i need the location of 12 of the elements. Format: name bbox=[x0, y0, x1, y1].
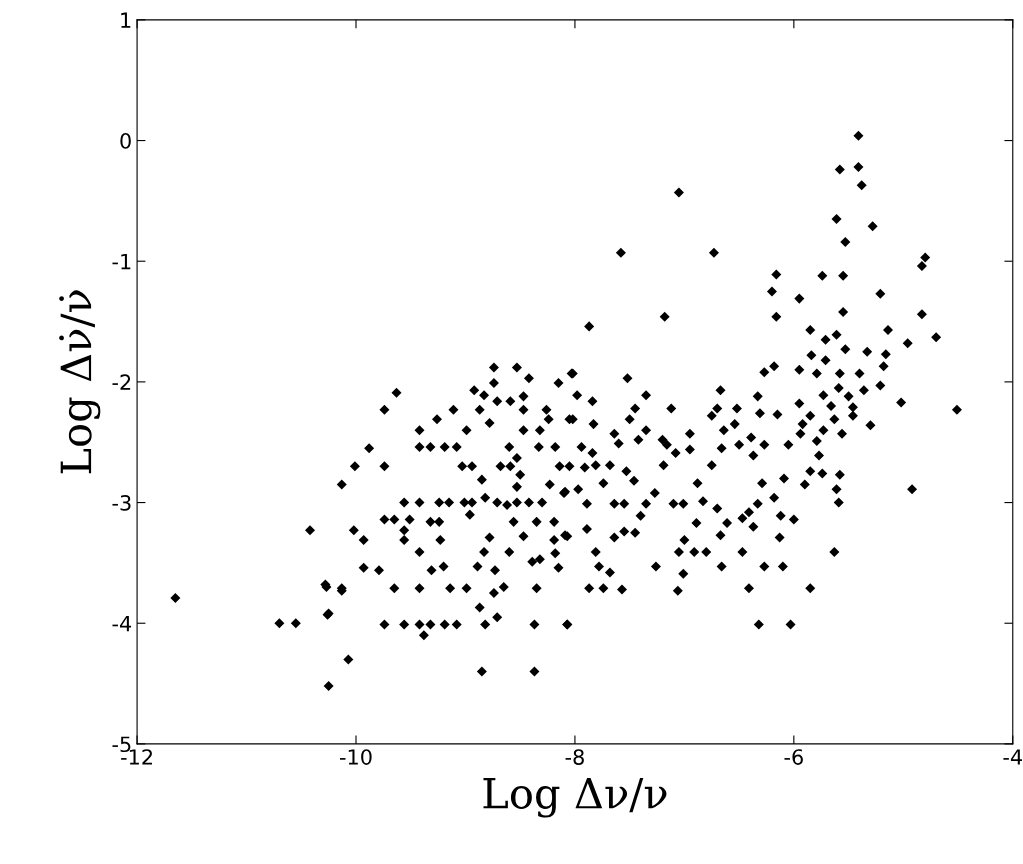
x-tick-label: -4 bbox=[1003, 749, 1022, 765]
y-tick-label: -4 bbox=[112, 615, 132, 632]
x-tick-label: -10 bbox=[340, 749, 372, 765]
y-tick-label: -1 bbox=[112, 253, 131, 270]
y-tick-label: 1 bbox=[121, 12, 131, 28]
y-axis-title: Log Δν̇/ν̇ bbox=[59, 290, 101, 474]
y-tick-label: -3 bbox=[112, 495, 131, 511]
y-tick-label: -2 bbox=[112, 374, 131, 390]
x-tick-label: -8 bbox=[565, 749, 584, 765]
y-tick-label: 0 bbox=[120, 133, 131, 149]
x-axis-title: Log Δν/ν bbox=[483, 777, 667, 818]
x-tick-label: -6 bbox=[784, 749, 803, 765]
